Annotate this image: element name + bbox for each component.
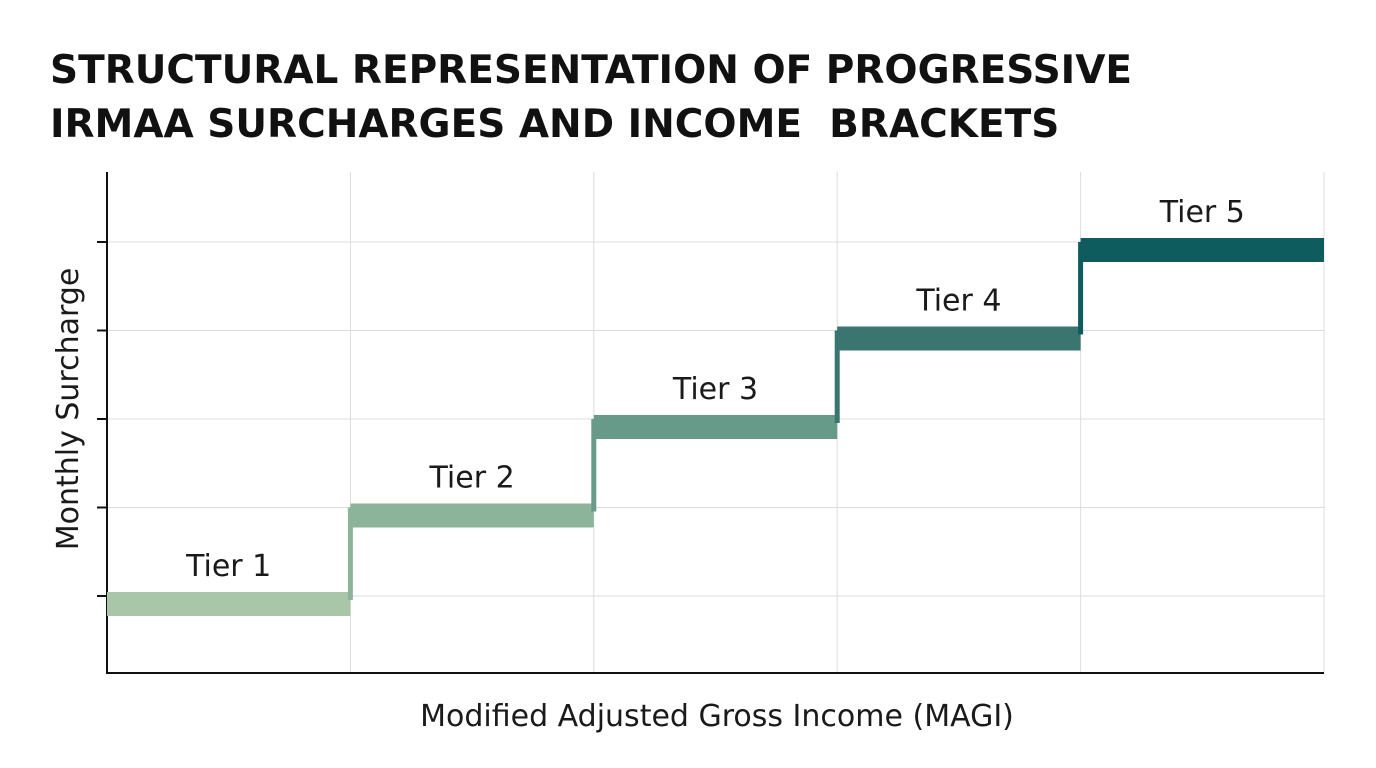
tier-2-segment <box>350 503 594 528</box>
tier-1-segment <box>107 592 351 616</box>
tier-3-segment <box>593 415 838 439</box>
y-axis-label: Monthly Surcharge <box>51 268 86 551</box>
tier-5-segment <box>1080 238 1324 262</box>
chart-title: STRUCTURAL REPRESENTATION OF PROGRESSIVE… <box>50 44 1250 152</box>
chart-title-line-2: IRMAA SURCHARGES AND INCOME BRACKETS <box>50 102 1060 147</box>
tier-1-label: Tier 1 <box>185 549 271 584</box>
chart-title-line-1: STRUCTURAL REPRESENTATION OF PROGRESSIVE <box>50 48 1133 93</box>
tier-2-label: Tier 2 <box>429 461 515 496</box>
tier-labels: Tier 1 Tier 2 Tier 3 Tier 4 Tier 5 <box>185 195 1245 584</box>
y-axis-ticks <box>97 241 107 597</box>
axes <box>106 172 1324 674</box>
tier-5-label: Tier 5 <box>1159 195 1245 230</box>
tier-4-segment <box>837 326 1081 351</box>
tier-3-label: Tier 3 <box>672 372 758 407</box>
x-axis-label: Modified Adjusted Gross Income (MAGI) <box>420 699 1014 734</box>
tier-4-label: Tier 4 <box>915 284 1001 319</box>
step-series <box>107 238 1324 616</box>
